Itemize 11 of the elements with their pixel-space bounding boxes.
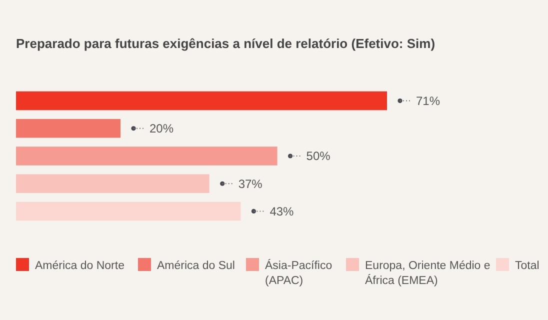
legend-label: América do Sul (157, 260, 235, 272)
data-label: 37% (238, 176, 263, 191)
data-label: 50% (306, 149, 331, 164)
legend-label: Europa, Oriente Médio e África (EMEA) (365, 260, 490, 287)
chart-title: Preparado para futuras exigências a nível de relatório (Efetivo: Sim) (16, 36, 436, 51)
legend-label: América do Norte (35, 260, 124, 272)
data-label: 20% (150, 122, 174, 136)
legend-label: Ásia-Pacífico (APAC) (265, 259, 332, 287)
data-label: 43% (270, 204, 294, 218)
legend-label: Total (515, 260, 540, 272)
data-label: 71% (416, 94, 440, 108)
